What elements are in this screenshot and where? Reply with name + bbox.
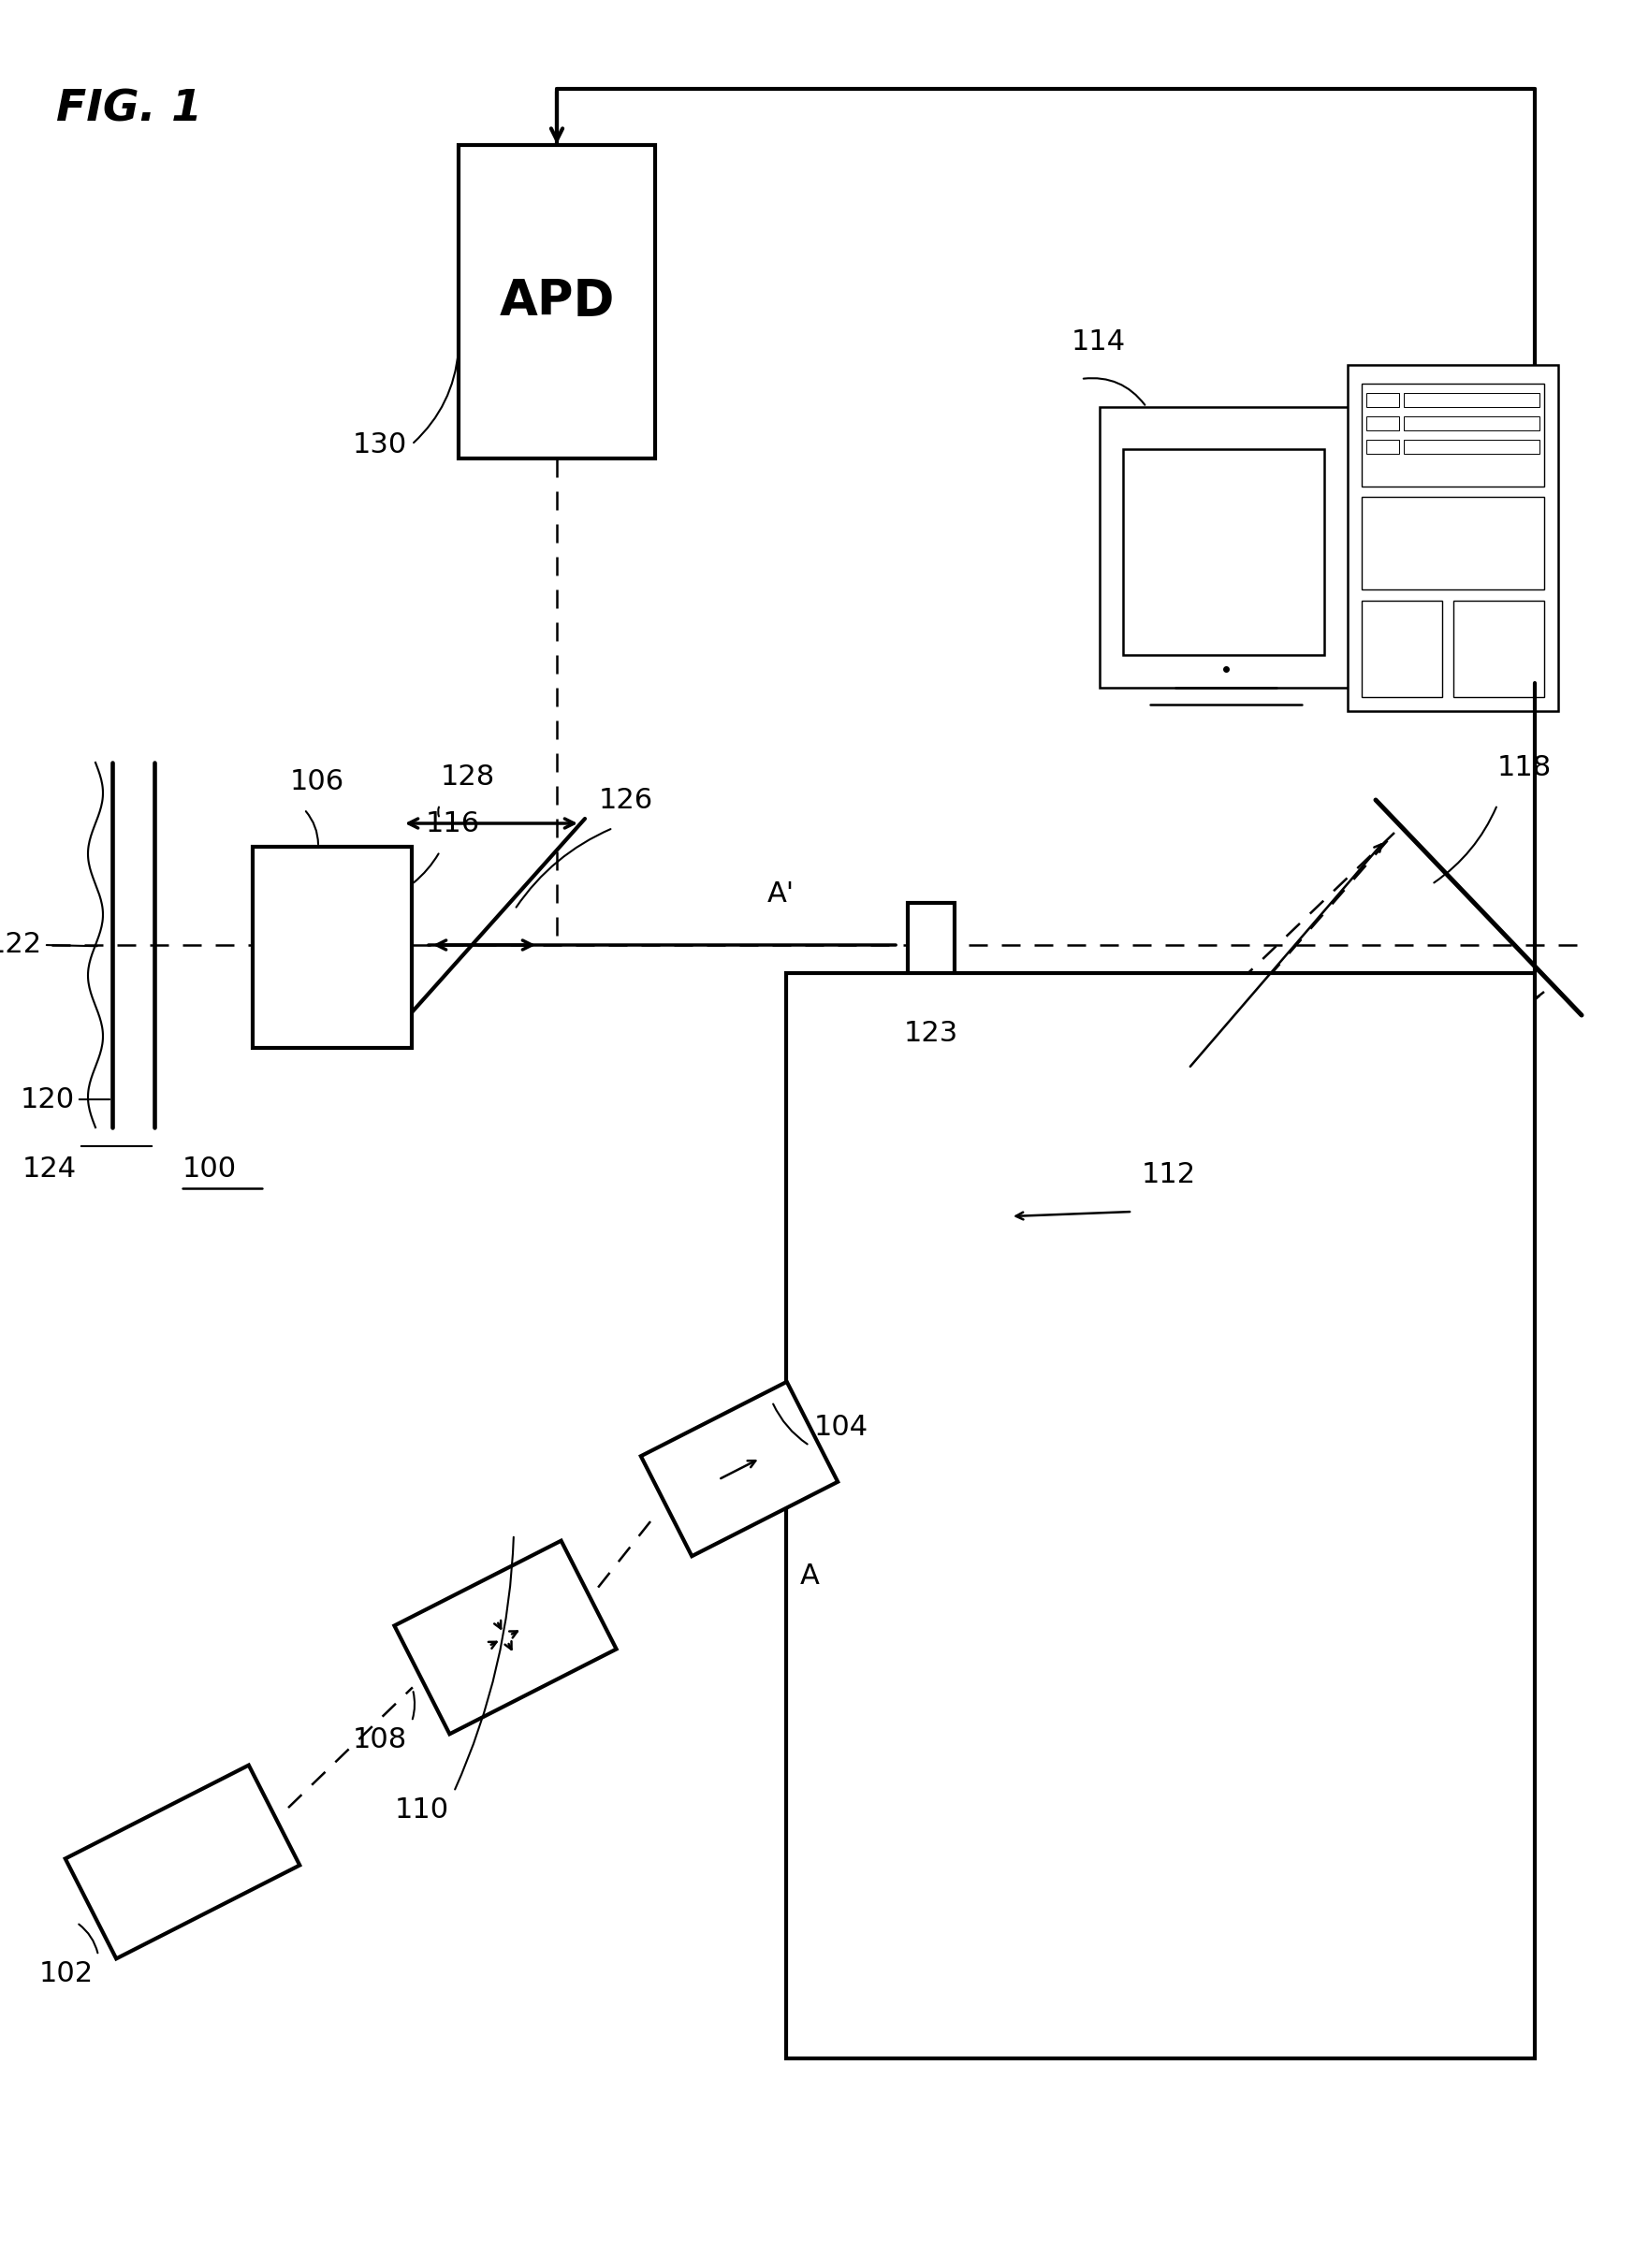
Bar (1361, 383, 1544, 485)
Text: 108: 108 (353, 1726, 407, 1753)
Text: 120: 120 (21, 1086, 75, 1114)
Bar (1123, 449, 1324, 655)
Bar (786, 973, 1534, 2059)
Text: FIG. 1: FIG. 1 (56, 88, 203, 132)
Bar (459, 145, 655, 458)
Bar (1366, 417, 1399, 431)
Polygon shape (394, 1540, 616, 1735)
Text: APD: APD (498, 277, 614, 327)
Text: 116: 116 (426, 810, 480, 837)
Text: 126: 126 (600, 787, 654, 814)
Bar (253, 846, 412, 1048)
Text: 106: 106 (291, 769, 345, 796)
Text: 114: 114 (1072, 329, 1126, 356)
Text: 128: 128 (441, 764, 495, 792)
Text: 112: 112 (1142, 1161, 1196, 1188)
Text: A: A (801, 1563, 820, 1590)
Bar (1361, 497, 1544, 590)
Text: 110: 110 (395, 1796, 449, 1823)
Bar (1366, 392, 1399, 406)
Text: 122: 122 (0, 932, 42, 959)
Bar (1366, 440, 1399, 454)
Bar (1348, 365, 1559, 712)
Bar (1100, 406, 1353, 687)
Bar (909, 903, 954, 1000)
Text: 123: 123 (904, 1021, 959, 1048)
Bar (1361, 601, 1443, 696)
Text: 124: 124 (23, 1154, 77, 1182)
Polygon shape (641, 1381, 838, 1556)
Text: 102: 102 (39, 1960, 93, 1987)
Text: 104: 104 (814, 1413, 869, 1440)
Text: A': A' (768, 880, 794, 907)
Bar (1404, 392, 1539, 406)
Text: 118: 118 (1497, 755, 1552, 780)
Text: 130: 130 (353, 431, 407, 458)
Bar (1404, 417, 1539, 431)
Polygon shape (65, 1765, 299, 1960)
Bar (1453, 601, 1544, 696)
Bar (1404, 440, 1539, 454)
Text: 100: 100 (183, 1154, 237, 1182)
